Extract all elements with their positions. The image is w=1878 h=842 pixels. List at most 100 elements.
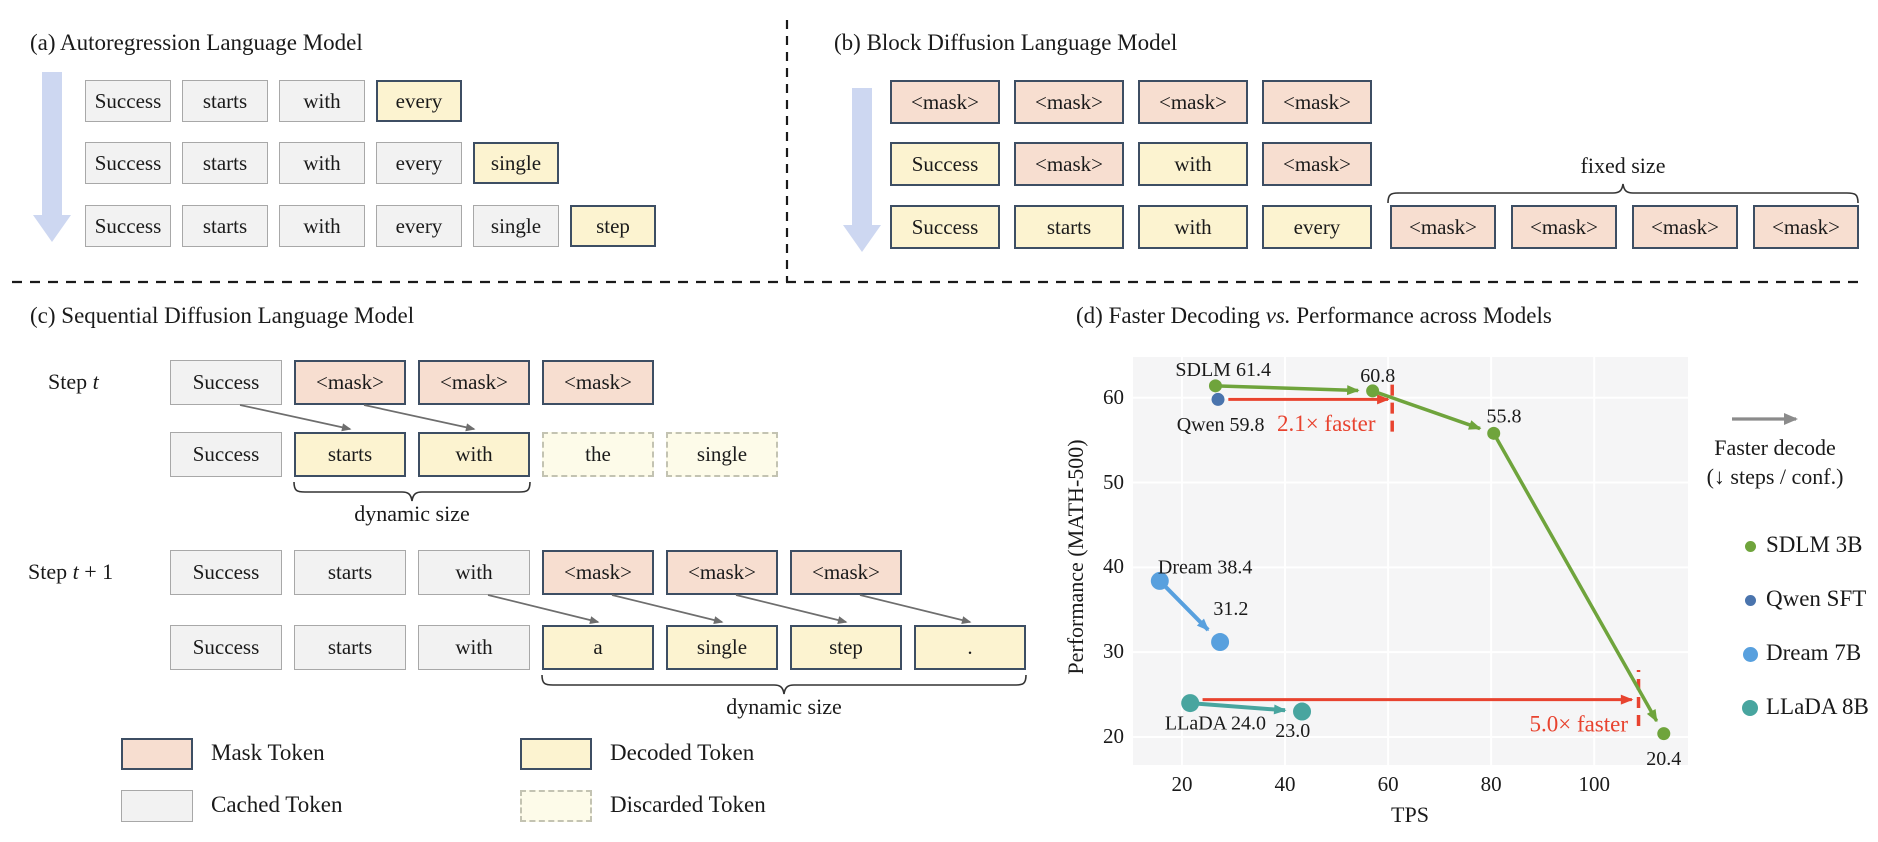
series-segment (1492, 432, 1659, 723)
token-decoded: every (376, 80, 462, 122)
shift-prediction-arrow (735, 594, 848, 624)
chart-svg: 2.1× faster 5.0× faster SDLM 61.4 60.8 55.8 Q… (1133, 357, 1688, 765)
x-tick-label: 60 (1377, 772, 1399, 796)
point-label: 31.2 (1213, 598, 1248, 620)
data-point (1181, 694, 1200, 713)
token-mask: <mask> (790, 550, 902, 595)
dynamic-size-brace (541, 674, 1027, 695)
token-decoded: with (418, 432, 530, 477)
token-mask: <mask> (1138, 80, 1248, 124)
series-segment (1372, 389, 1482, 431)
data-point (1211, 633, 1230, 652)
x-tick-label: 40 (1274, 772, 1296, 796)
data-point (1293, 702, 1312, 721)
token-mask: <mask> (1753, 205, 1859, 249)
decode-order-arrow-icon (843, 88, 881, 252)
token-decoded: every (1262, 205, 1372, 249)
shift-prediction-arrow (239, 404, 352, 432)
legend-label-mask: Mask Token (211, 740, 325, 765)
token-mask: <mask> (666, 550, 778, 595)
token-mask: <mask> (1632, 205, 1738, 249)
chart-legend-caption-line2: (↓ steps / conf.) (1706, 464, 1844, 489)
panel-d-title-pre: (d) Faster Decoding (1076, 303, 1266, 328)
y-tick-label: 30 (1103, 639, 1124, 664)
point-label: 60.8 (1360, 365, 1395, 387)
token-cached: Success (170, 360, 282, 405)
chart-legend-caption-line1: Faster decode (1714, 435, 1836, 460)
legend-swatch-cached (121, 790, 193, 822)
token-mask: <mask> (418, 360, 530, 405)
token-cached: single (473, 205, 559, 247)
step-t-label: Step t (48, 369, 99, 394)
legend-label-cached: Cached Token (211, 792, 343, 817)
token-cached: with (279, 142, 365, 184)
panel-d-title: (d) Faster Decoding vs. Performance acro… (1076, 303, 1552, 329)
step-t-plus-1-label: Step t + 1 (28, 559, 114, 584)
token-cached: Success (85, 80, 171, 122)
point-label: LLaDA 24.0 (1165, 713, 1266, 735)
token-decoded: single (666, 625, 778, 670)
series-segment (1215, 384, 1360, 396)
token-decoded: starts (1014, 205, 1124, 249)
token-mask: <mask> (1262, 142, 1372, 186)
point-label: Qwen 59.8 (1177, 414, 1265, 436)
token-cached: starts (182, 80, 268, 122)
chart-legend-item-label: Dream 7B (1766, 640, 1862, 665)
shift-prediction-arrow (611, 594, 724, 624)
token-cached: starts (182, 142, 268, 184)
token-mask: <mask> (294, 360, 406, 405)
data-point (1150, 571, 1169, 590)
token-decoded: starts (294, 432, 406, 477)
legend-label-decoded: Decoded Token (610, 740, 755, 765)
shift-prediction-arrow (859, 594, 972, 624)
token-mask: <mask> (1014, 80, 1124, 124)
panel-c-title: (c) Sequential Diffusion Language Model (30, 303, 415, 328)
y-tick-label: 50 (1103, 469, 1124, 494)
speedup-label: 5.0× faster (1529, 711, 1628, 736)
x-tick-label: 20 (1171, 772, 1193, 796)
decode-order-arrow-icon (33, 72, 71, 242)
point-label: SDLM 61.4 (1175, 359, 1271, 381)
token-decoded: step (570, 205, 656, 247)
chart-legend-dot (1742, 646, 1758, 662)
point-label: Dream 38.4 (1158, 557, 1252, 579)
token-decoded: with (1138, 142, 1248, 186)
series-segment (1158, 579, 1210, 632)
chart-legend-dot (1744, 540, 1756, 552)
y-tick-label: 20 (1103, 724, 1124, 748)
token-mask: <mask> (1014, 142, 1124, 186)
fixed-size-brace (1387, 183, 1859, 204)
token-decoded: with (1138, 205, 1248, 249)
panel-b-title: (b) Block Diffusion Language Model (834, 30, 1178, 55)
data-point (1366, 384, 1380, 398)
point-label: 20.4 (1646, 748, 1681, 765)
token-decoded: step (790, 625, 902, 670)
token-discarded: single (666, 432, 778, 477)
chart-plot-area: 2.1× faster 5.0× faster SDLM 61.4 60.8 55.8 Q… (1133, 357, 1688, 765)
token-decoded: Success (890, 205, 1000, 249)
point-label: 23.0 (1275, 720, 1310, 742)
token-cached: Success (170, 550, 282, 595)
x-tick-label: 100 (1578, 772, 1610, 796)
y-tick-label: 60 (1103, 384, 1124, 409)
legend-label-discarded: Discarded Token (610, 792, 766, 817)
token-mask: <mask> (542, 550, 654, 595)
token-cached: Success (85, 205, 171, 247)
faster-decode-arrow-icon (1732, 413, 1798, 425)
token-cached: with (279, 205, 365, 247)
y-tick-label: 40 (1103, 554, 1124, 579)
x-axis-title: TPS (1391, 802, 1429, 827)
token-cached: every (376, 142, 462, 184)
speedup-label: 2.1× faster (1277, 411, 1376, 436)
dynamic-size-label-step-t1: dynamic size (726, 694, 842, 719)
y-axis-title: Performance (MATH-500) (1063, 439, 1088, 675)
token-cached: Success (85, 142, 171, 184)
dynamic-size-label-step-t: dynamic size (354, 501, 470, 526)
token-cached: with (418, 625, 530, 670)
chart-legend-item-label: LLaDA 8B (1766, 694, 1869, 719)
token-decoded: single (473, 142, 559, 184)
token-mask: <mask> (1390, 205, 1496, 249)
point-label: 55.8 (1487, 406, 1522, 428)
legend-swatch-discarded (520, 790, 592, 822)
